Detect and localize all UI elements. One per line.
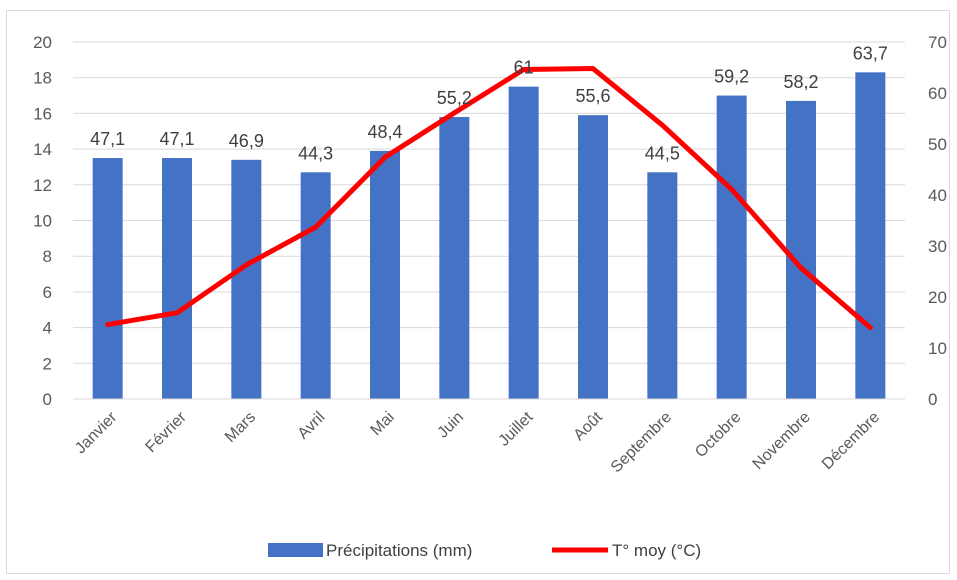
chart-frame: [6, 10, 950, 574]
y-left-tick-label: 14: [33, 140, 52, 159]
y-right-tick-label: 40: [928, 186, 947, 205]
data-label: 63,7: [853, 43, 888, 63]
y-left-tick-label: 16: [33, 104, 52, 123]
bar: [300, 172, 331, 399]
bar: [231, 159, 262, 399]
y-right-tick-label: 0: [928, 390, 937, 409]
data-label: 55,2: [437, 88, 472, 108]
bar: [92, 158, 123, 399]
y-left-tick-label: 10: [33, 212, 52, 231]
y-left-tick-label: 8: [43, 247, 52, 266]
bar-series: [92, 72, 886, 400]
data-label: 46,9: [229, 131, 264, 151]
bar: [370, 150, 400, 399]
y-left-tick-label: 18: [33, 69, 52, 88]
data-label: 59,2: [714, 67, 749, 87]
y-left-tick-label: 2: [43, 354, 52, 373]
legend: Précipitations (mm) T° moy (°C): [268, 541, 701, 560]
x-tick-label: Février: [143, 408, 191, 456]
x-tick-label: Mars: [222, 409, 259, 446]
data-label: 47,1: [159, 129, 194, 149]
x-tick-label: Mai: [368, 409, 398, 439]
y-left-tick-label: 0: [43, 390, 52, 409]
y-axis-left: 0 2 4 6 8 10 12 14 16 18 20: [33, 33, 52, 409]
y-right-tick-label: 60: [928, 84, 947, 103]
x-tick-label: Juin: [434, 409, 467, 442]
line-series: [105, 66, 873, 331]
y-left-tick-label: 20: [33, 33, 52, 52]
bar: [786, 100, 816, 399]
x-tick-label: Décembre: [819, 409, 883, 473]
bar: [439, 116, 470, 399]
temperature-line: [105, 66, 873, 331]
y-left-tick-label: 4: [43, 319, 52, 338]
y-right-tick-label: 50: [928, 135, 947, 154]
data-label: 55,6: [575, 86, 610, 106]
x-tick-label: Novembre: [750, 409, 814, 473]
legend-label-bar: Précipitations (mm): [326, 541, 472, 560]
bar: [508, 86, 539, 399]
y-right-tick-label: 10: [928, 339, 947, 358]
bar: [578, 115, 608, 399]
bar: [855, 72, 886, 399]
gridlines: [73, 41, 905, 364]
data-label: 44,5: [645, 143, 680, 163]
y-right-tick-label: 30: [928, 237, 947, 256]
data-label: 58,2: [783, 72, 818, 92]
x-tick-label: Janvier: [72, 408, 121, 457]
data-label: 61: [514, 58, 534, 78]
x-tick-label: Septembre: [608, 409, 675, 476]
x-tick-label: Août: [571, 408, 607, 444]
data-label: 44,3: [298, 143, 333, 163]
bar: [716, 95, 747, 400]
y-left-tick-label: 6: [43, 283, 52, 302]
y-axis-right: 0 10 20 30 40 50 60 70: [928, 33, 947, 409]
bar: [162, 158, 192, 399]
x-axis: Janvier Février Mars Avril Mai Juin Juillet Aoû…: [72, 398, 905, 476]
data-labels: 47,1 47,1 46,9 44,3 48,4 55,2 61 55,6 44,5 59,2 58…: [90, 43, 888, 163]
y-right-tick-label: 20: [928, 288, 947, 307]
x-tick-label: Avril: [295, 409, 329, 443]
data-label: 48,4: [367, 122, 402, 142]
x-tick-label: Juillet: [496, 408, 537, 449]
x-tick-label: Octobre: [692, 409, 744, 461]
y-right-tick-label: 70: [928, 33, 947, 52]
bar: [647, 172, 678, 399]
data-label: 47,1: [90, 129, 125, 149]
legend-swatch-bar: [268, 543, 323, 557]
y-left-tick-label: 12: [33, 176, 52, 195]
legend-label-line: T° moy (°C): [612, 541, 701, 560]
